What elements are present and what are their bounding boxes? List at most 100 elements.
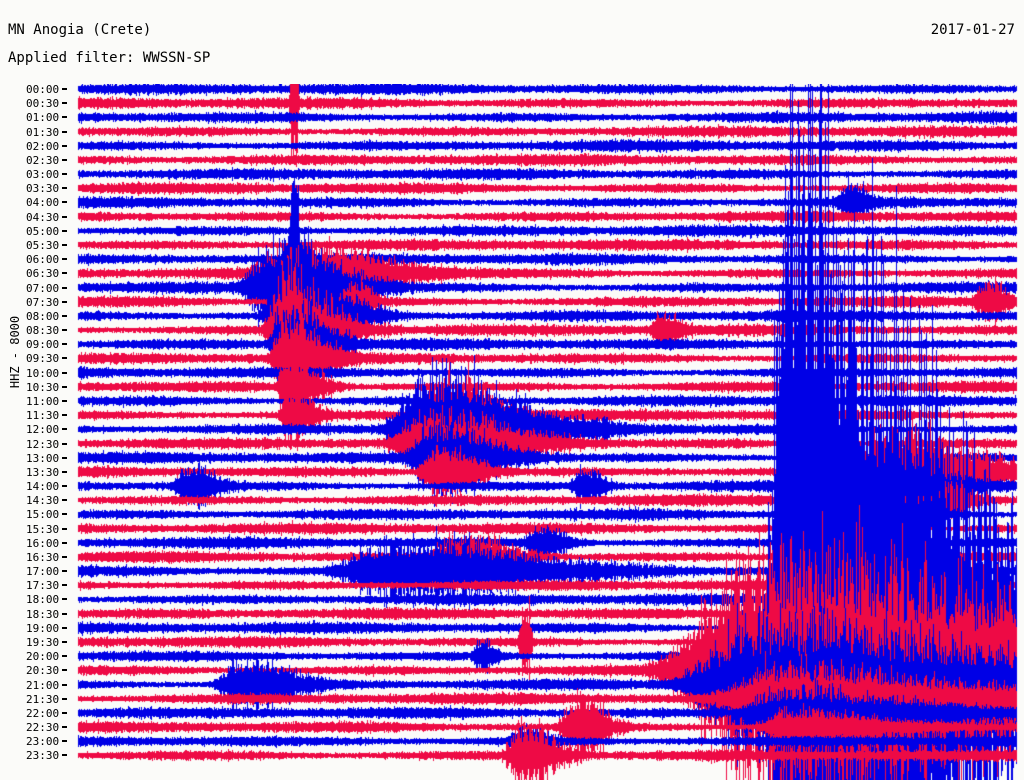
time-label-1230: 12:30 <box>26 437 60 451</box>
time-label-0530: 05:30 <box>26 238 60 252</box>
time-label-0930: 09:30 <box>26 352 60 366</box>
time-label-0230: 02:30 <box>26 153 60 167</box>
time-label-0130: 01:30 <box>26 125 60 139</box>
time-tick-1700 <box>62 570 67 573</box>
time-tick-2300 <box>62 740 67 743</box>
time-label-1300: 13:00 <box>26 451 60 465</box>
time-tick-0930 <box>62 357 67 360</box>
filter-label: Applied filter: WWSSN-SP <box>8 50 211 66</box>
time-label-0900: 09:00 <box>26 338 60 352</box>
time-tick-1000 <box>62 371 67 374</box>
time-label-0600: 06:00 <box>26 253 60 267</box>
time-tick-1400 <box>62 485 67 488</box>
time-label-0100: 01:00 <box>26 111 60 125</box>
trace-canvas <box>0 84 1024 780</box>
time-label-0030: 00:30 <box>26 97 60 111</box>
time-tick-0700 <box>62 286 67 289</box>
time-tick-0030 <box>62 102 67 105</box>
time-label-1530: 15:30 <box>26 522 60 536</box>
time-tick-1200 <box>62 428 67 431</box>
time-tick-0100 <box>62 116 67 119</box>
time-tick-1030 <box>62 385 67 388</box>
time-tick-0500 <box>62 229 67 232</box>
time-label-2130: 21:30 <box>26 692 60 706</box>
time-tick-0330 <box>62 187 67 190</box>
time-tick-1830 <box>62 612 67 615</box>
time-tick-2100 <box>62 683 67 686</box>
time-label-1900: 19:00 <box>26 621 60 635</box>
time-label-0830: 08:30 <box>26 324 60 338</box>
time-label-2230: 22:30 <box>26 721 60 735</box>
time-label-0000: 00:00 <box>26 83 60 96</box>
time-tick-1600 <box>62 541 67 544</box>
time-tick-1430 <box>62 499 67 502</box>
time-tick-1530 <box>62 527 67 530</box>
time-label-1700: 17:00 <box>26 565 60 579</box>
time-label-1000: 10:00 <box>26 366 60 380</box>
time-label-1800: 18:00 <box>26 593 60 607</box>
time-tick-0600 <box>62 258 67 261</box>
time-tick-2200 <box>62 711 67 714</box>
time-label-2330: 23:30 <box>26 749 60 763</box>
page-title: MN Anogia (Crete) <box>8 22 152 38</box>
time-label-0330: 03:30 <box>26 182 60 196</box>
time-tick-1630 <box>62 555 67 558</box>
time-tick-0900 <box>62 343 67 346</box>
time-label-0730: 07:30 <box>26 295 60 309</box>
time-label-0500: 05:00 <box>26 224 60 238</box>
time-tick-1500 <box>62 513 67 516</box>
time-label-1330: 13:30 <box>26 465 60 479</box>
time-label-2100: 21:00 <box>26 678 60 692</box>
time-label-1130: 11:30 <box>26 409 60 423</box>
time-label-1430: 14:30 <box>26 494 60 508</box>
time-tick-0400 <box>62 201 67 204</box>
time-label-0700: 07:00 <box>26 281 60 295</box>
time-tick-0530 <box>62 243 67 246</box>
time-tick-0730 <box>62 300 67 303</box>
date-label: 2017-01-27 <box>930 22 1015 38</box>
time-tick-1730 <box>62 584 67 587</box>
time-tick-0630 <box>62 272 67 275</box>
time-label-2200: 22:00 <box>26 706 60 720</box>
time-tick-0300 <box>62 173 67 176</box>
time-label-0630: 06:30 <box>26 267 60 281</box>
time-label-0400: 04:00 <box>26 196 60 210</box>
time-tick-1800 <box>62 598 67 601</box>
time-tick-2330 <box>62 754 67 757</box>
time-tick-0200 <box>62 144 67 147</box>
time-tick-2000 <box>62 655 67 658</box>
time-tick-1930 <box>62 641 67 644</box>
time-tick-0230 <box>62 158 67 161</box>
time-label-0300: 03:00 <box>26 168 60 182</box>
time-tick-2230 <box>62 726 67 729</box>
time-label-2000: 20:00 <box>26 650 60 664</box>
time-label-1600: 16:00 <box>26 536 60 550</box>
time-label-2300: 23:00 <box>26 735 60 749</box>
time-label-1100: 11:00 <box>26 394 60 408</box>
time-tick-1230 <box>62 442 67 445</box>
time-label-0430: 04:30 <box>26 210 60 224</box>
time-tick-1130 <box>62 414 67 417</box>
time-label-1200: 12:00 <box>26 423 60 437</box>
time-label-1500: 15:00 <box>26 508 60 522</box>
time-tick-1300 <box>62 456 67 459</box>
time-label-1830: 18:30 <box>26 607 60 621</box>
time-label-1630: 16:30 <box>26 550 60 564</box>
time-label-1400: 14:00 <box>26 480 60 494</box>
time-label-0800: 08:00 <box>26 309 60 323</box>
helicorder-plot: 00:00 00:30 01:00 01:30 02:00 02:30 03:00 03:30… <box>0 84 1024 780</box>
time-label-1030: 10:30 <box>26 380 60 394</box>
time-tick-1100 <box>62 399 67 402</box>
time-tick-1330 <box>62 470 67 473</box>
time-label-2030: 20:30 <box>26 664 60 678</box>
time-tick-2130 <box>62 697 67 700</box>
time-tick-0430 <box>62 215 67 218</box>
time-tick-0130 <box>62 130 67 133</box>
time-label-1930: 19:30 <box>26 636 60 650</box>
time-tick-1900 <box>62 626 67 629</box>
time-tick-0800 <box>62 314 67 317</box>
time-label-1730: 17:30 <box>26 579 60 593</box>
time-tick-0000 <box>62 88 67 90</box>
time-tick-2030 <box>62 669 67 672</box>
